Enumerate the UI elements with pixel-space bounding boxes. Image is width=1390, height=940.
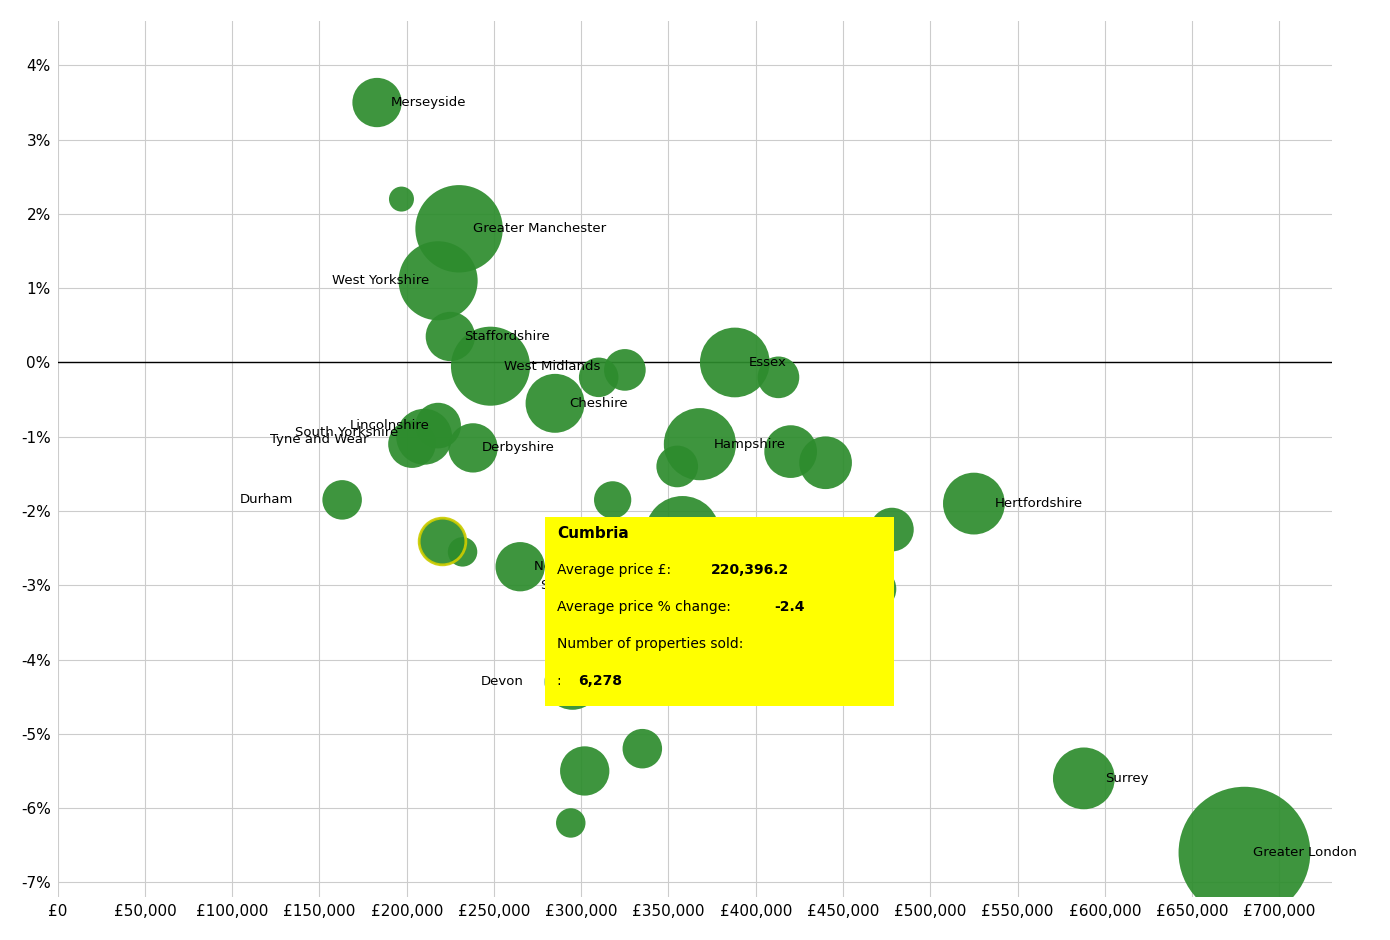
Point (863, 582, 885, 597)
Point (480, 359, 502, 374)
Text: West Midlands: West Midlands (505, 360, 600, 372)
Text: Staffordshire: Staffordshire (464, 330, 550, 343)
Point (1073, 771, 1095, 786)
Point (543, 396, 566, 411)
Text: Essex: Essex (749, 356, 787, 369)
Text: Kent: Kent (696, 526, 727, 540)
Text: Greater London: Greater London (1254, 846, 1357, 859)
Point (1233, 845, 1255, 860)
Text: South Yorkshire: South Yorkshire (295, 426, 398, 439)
Text: :: : (557, 674, 566, 688)
Text: Average price % change:: Average price % change: (557, 600, 735, 614)
Point (413, 430, 435, 445)
Point (439, 329, 461, 344)
Point (509, 559, 531, 574)
Text: -2.4: -2.4 (774, 600, 805, 614)
Point (614, 363, 637, 378)
Text: Greater Manchester: Greater Manchester (473, 222, 606, 235)
Point (657, 548, 680, 563)
Text: Cheshire: Cheshire (569, 397, 628, 410)
Point (391, 192, 413, 207)
Point (963, 496, 986, 511)
Point (724, 355, 746, 370)
Point (602, 578, 624, 593)
Point (427, 274, 449, 289)
Text: Merseyside: Merseyside (391, 96, 467, 109)
Text: Hertfordshire: Hertfordshire (995, 497, 1083, 510)
Point (666, 459, 688, 474)
Point (331, 493, 353, 508)
Text: Average price £:: Average price £: (557, 563, 676, 577)
Text: Lincolnshire: Lincolnshire (349, 419, 430, 432)
Point (366, 95, 388, 110)
Text: Durham: Durham (240, 494, 293, 507)
Point (562, 674, 584, 689)
Point (588, 603, 610, 619)
Point (881, 522, 904, 537)
Text: Cumbria: Cumbria (557, 525, 628, 540)
Point (639, 574, 662, 589)
Point (588, 369, 610, 384)
Point (448, 221, 470, 236)
Point (461, 440, 484, 455)
Point (431, 533, 453, 548)
Text: Devon: Devon (481, 675, 524, 688)
Text: West Yorkshire: West Yorkshire (332, 274, 430, 288)
Point (452, 544, 474, 559)
Text: Number of properties sold:: Number of properties sold: (557, 637, 744, 651)
Text: Hampshire: Hampshire (714, 438, 785, 450)
FancyBboxPatch shape (545, 517, 894, 706)
Point (671, 525, 694, 540)
Text: Tyne and Wear: Tyne and Wear (270, 433, 368, 446)
Point (400, 437, 423, 452)
Text: 6,278: 6,278 (578, 674, 621, 688)
Point (631, 741, 653, 756)
Point (741, 682, 763, 697)
Point (602, 493, 624, 508)
Text: Surrey: Surrey (1105, 772, 1148, 785)
Point (560, 815, 582, 830)
Point (574, 763, 596, 778)
Point (689, 437, 712, 452)
Point (767, 369, 790, 384)
Text: Somerset: Somerset (541, 579, 603, 592)
Point (780, 444, 802, 459)
Point (815, 455, 837, 470)
Text: 220,396.2: 220,396.2 (712, 563, 790, 577)
Text: Derbyshire: Derbyshire (482, 442, 555, 454)
Text: North Yorkshire: North Yorkshire (534, 560, 635, 573)
Point (427, 418, 449, 433)
